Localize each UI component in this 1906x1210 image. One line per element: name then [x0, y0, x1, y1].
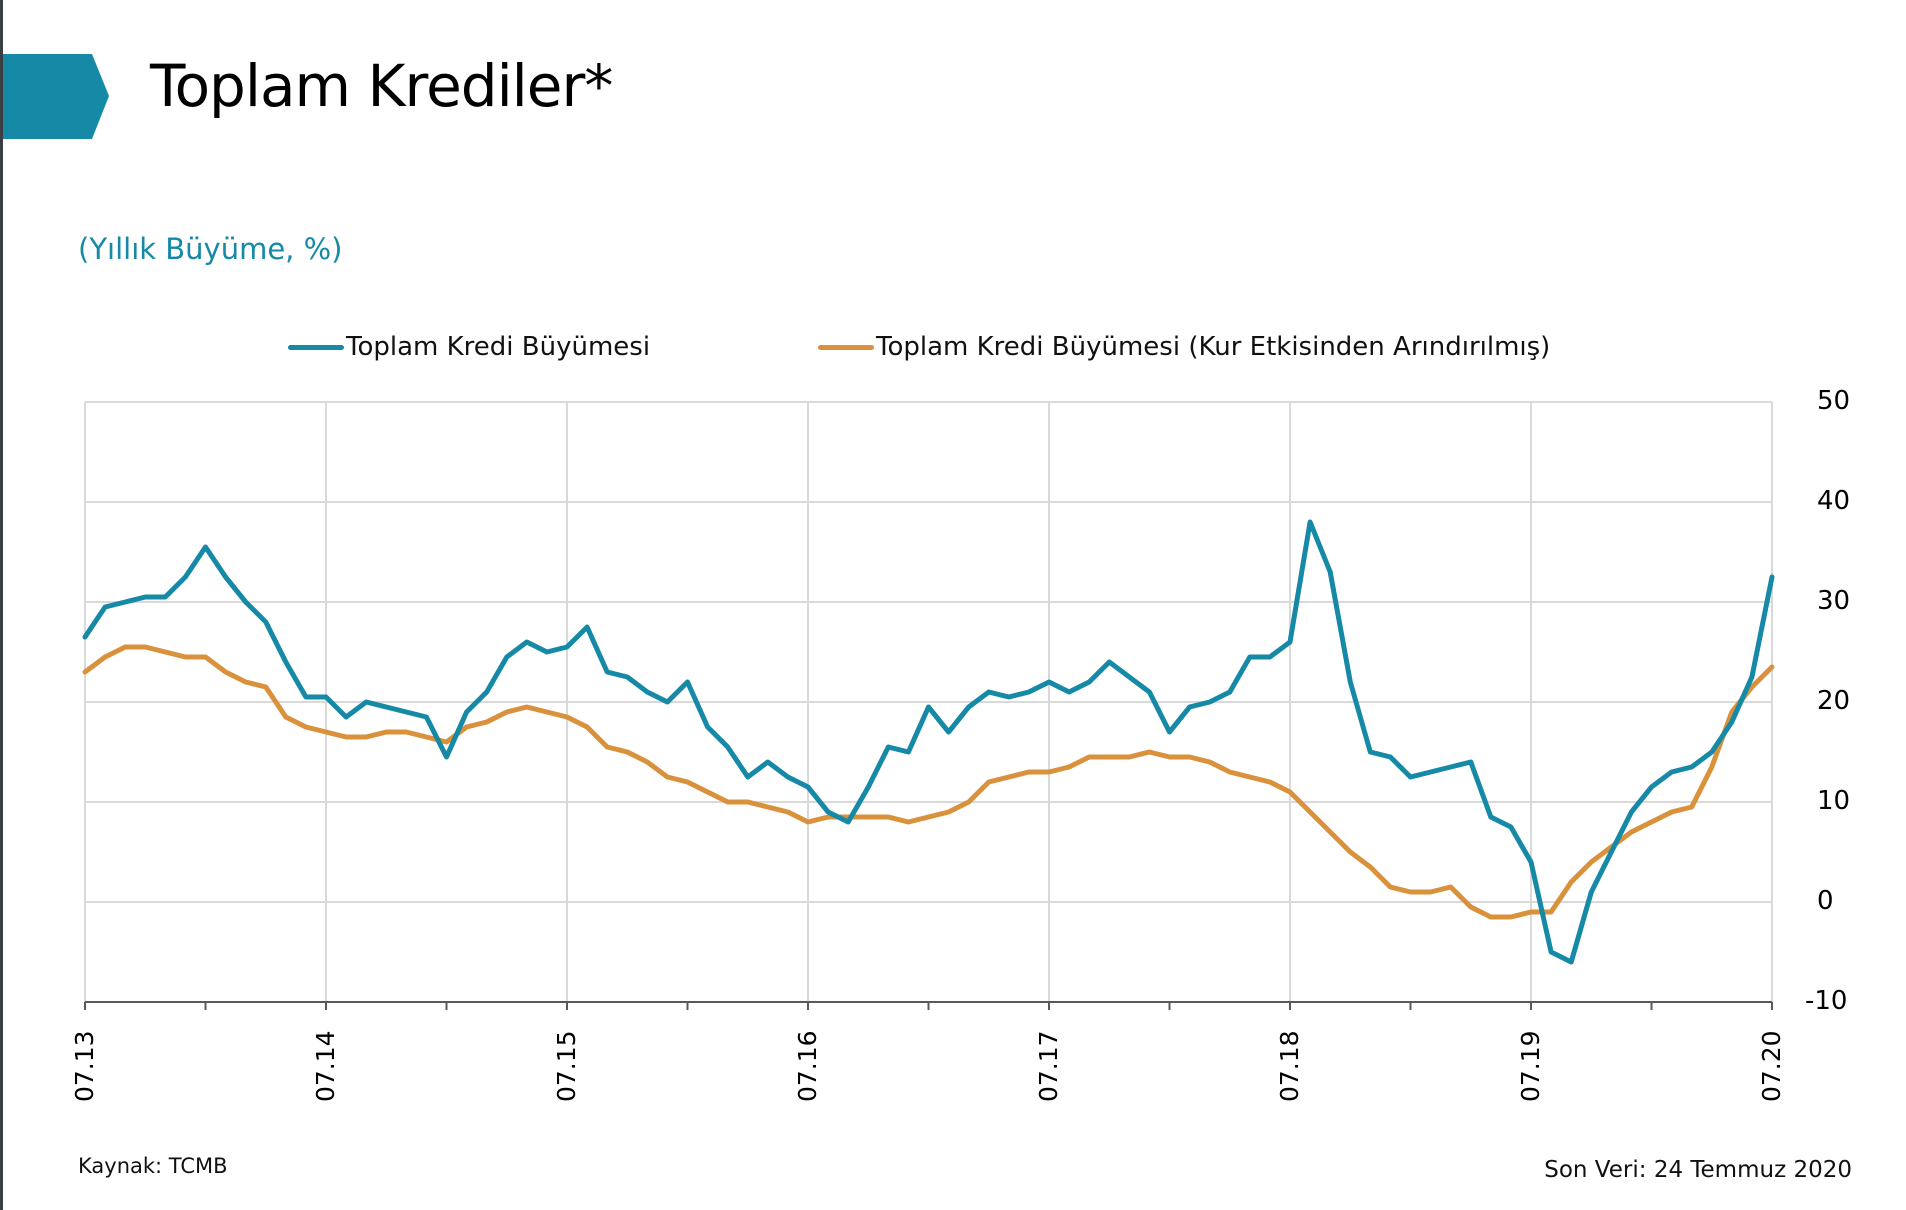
- y-tick-label: -10: [1805, 986, 1848, 1016]
- x-axis: [84, 1001, 1773, 1010]
- y-tick-label: 30: [1817, 586, 1851, 616]
- x-tick-label: 07.15: [552, 1030, 581, 1102]
- legend-swatch-fx-adjusted: [818, 344, 874, 350]
- legend-swatch-total: [288, 344, 344, 350]
- y-tick-label: 0: [1817, 886, 1834, 916]
- title-tag-shape: [3, 54, 109, 139]
- y-tick-label: 40: [1817, 486, 1851, 516]
- chart-grid: [84, 401, 1773, 1002]
- legend-item-fx-adjusted: Toplam Kredi Büyümesi (Kur Etkisinden Ar…: [818, 332, 1550, 362]
- left-border: [0, 0, 3, 1210]
- x-tick-label: 07.19: [1516, 1030, 1545, 1102]
- x-tick-label: 07.18: [1275, 1030, 1304, 1102]
- source-note: Kaynak: TCMB: [78, 1154, 228, 1178]
- x-tick-label: 07.13: [70, 1030, 99, 1102]
- page-title: Toplam Krediler*: [150, 52, 613, 120]
- y-tick-label: 50: [1817, 386, 1851, 416]
- x-tick-label: 07.16: [793, 1030, 822, 1102]
- chart-legend: Toplam Kredi Büyümesi Toplam Kredi Büyüm…: [0, 332, 1906, 372]
- x-tick-label: 07.20: [1757, 1030, 1786, 1102]
- legend-label-total: Toplam Kredi Büyümesi: [346, 332, 651, 362]
- chart-subtitle: (Yıllık Büyüme, %): [78, 232, 343, 266]
- legend-label-fx-adjusted: Toplam Kredi Büyümesi (Kur Etkisinden Ar…: [876, 332, 1551, 362]
- last-data-note: Son Veri: 24 Temmuz 2020: [1544, 1157, 1852, 1183]
- x-tick-label: 07.14: [311, 1030, 340, 1102]
- chart-series: [82, 519, 1775, 965]
- series-line-0: [82, 519, 1775, 965]
- series-line-1: [82, 644, 1775, 920]
- y-tick-label: 20: [1817, 686, 1851, 716]
- x-tick-label: 07.17: [1034, 1030, 1063, 1102]
- y-tick-label: 10: [1817, 786, 1851, 816]
- legend-item-total: Toplam Kredi Büyümesi: [288, 332, 650, 362]
